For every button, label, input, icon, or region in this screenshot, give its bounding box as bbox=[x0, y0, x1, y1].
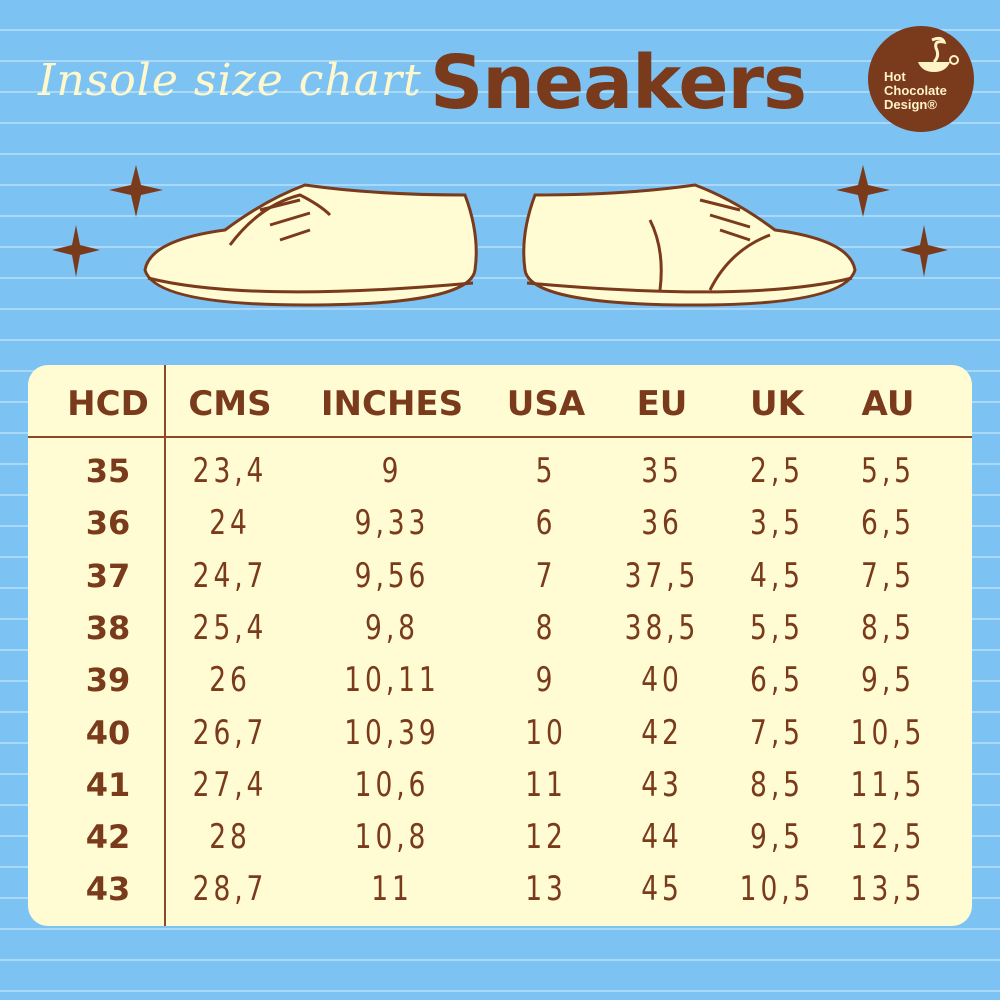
table-cell: 10,8 bbox=[354, 817, 430, 858]
table-cell: 23,4 bbox=[192, 451, 268, 491]
table-cell: 9 bbox=[535, 660, 557, 701]
table-cell: 6,5 bbox=[750, 660, 804, 701]
hcd-size: 42 bbox=[85, 818, 131, 857]
table-cell: 8,5 bbox=[750, 764, 804, 805]
illustration bbox=[52, 165, 948, 307]
table-cell: 13,5 bbox=[850, 869, 926, 910]
table-cell: 12 bbox=[525, 817, 567, 858]
table-cell: 24 bbox=[209, 503, 251, 544]
hcd-size: 39 bbox=[85, 661, 131, 700]
table-cell: 2,5 bbox=[750, 451, 804, 491]
table-cell: 5 bbox=[535, 451, 557, 491]
table-cell: 10,5 bbox=[850, 712, 926, 753]
table-cell: 13 bbox=[525, 869, 567, 910]
table-cell: 7,5 bbox=[861, 555, 915, 596]
column-header: CMS bbox=[188, 384, 272, 424]
column-header: USA bbox=[506, 384, 586, 424]
brand-logo: Hot Chocolate Design® bbox=[868, 26, 974, 132]
star-icon bbox=[900, 225, 948, 277]
left-sneaker-illustration bbox=[143, 183, 478, 307]
main-title: Sneakers bbox=[430, 40, 807, 126]
table-cell: 10 bbox=[525, 712, 567, 753]
star-icon bbox=[52, 225, 100, 277]
table-cell: 35 bbox=[641, 451, 683, 491]
table-cell: 6 bbox=[535, 503, 557, 544]
table-cell: 37,5 bbox=[624, 555, 700, 596]
column-header: AU bbox=[861, 384, 915, 424]
table-cell: 8,5 bbox=[861, 607, 915, 648]
table-cell: 44 bbox=[641, 817, 683, 858]
table-cell: 40 bbox=[641, 660, 683, 701]
table-cell: 5,5 bbox=[750, 607, 804, 648]
table-cell: 10,11 bbox=[344, 660, 440, 701]
table-cell: 9,8 bbox=[365, 607, 419, 648]
table-cell: 11,5 bbox=[850, 764, 926, 805]
table-cell: 6,5 bbox=[861, 503, 915, 544]
table-cell: 26 bbox=[209, 660, 251, 701]
coffee-cup-logo-icon bbox=[918, 36, 959, 72]
table-cell: 7 bbox=[535, 555, 557, 596]
hcd-size: 36 bbox=[85, 504, 131, 543]
table-cell: 36 bbox=[641, 503, 683, 544]
header-divider bbox=[28, 436, 972, 438]
table-cell: 4,5 bbox=[750, 555, 804, 596]
table-cell: 43 bbox=[641, 764, 683, 805]
hcd-size: 35 bbox=[85, 452, 131, 490]
hcd-size: 38 bbox=[85, 608, 131, 647]
table-cell: 10,5 bbox=[739, 869, 815, 910]
table-cell: 7,5 bbox=[750, 712, 804, 753]
hcd-size: 41 bbox=[85, 765, 131, 804]
star-icon bbox=[836, 165, 890, 217]
hcd-size: 43 bbox=[85, 870, 131, 909]
table-cell: 9 bbox=[381, 451, 403, 491]
logo-line: Chocolate bbox=[884, 83, 947, 98]
size-table bbox=[28, 365, 972, 926]
hcd-size: 37 bbox=[85, 556, 131, 595]
table-cell: 28 bbox=[209, 817, 251, 858]
star-icon bbox=[109, 165, 163, 217]
column-header: UK bbox=[750, 384, 804, 424]
table-cell: 5,5 bbox=[861, 451, 915, 491]
table-cell: 9,5 bbox=[861, 660, 915, 701]
table-cell: 45 bbox=[641, 869, 683, 910]
table-cell: 9,33 bbox=[354, 503, 430, 544]
table-cell: 3,5 bbox=[750, 503, 804, 544]
table-cell: 25,4 bbox=[192, 607, 268, 648]
table-cell: 10,39 bbox=[344, 712, 440, 753]
table-cell: 28,7 bbox=[192, 869, 268, 910]
logo-line: Hot bbox=[884, 69, 906, 84]
hcd-size: 40 bbox=[85, 713, 131, 752]
table-cell: 42 bbox=[641, 712, 683, 753]
table-cell: 24,7 bbox=[192, 555, 268, 596]
script-title: Insole size chart bbox=[38, 55, 422, 106]
table-cell: 8 bbox=[535, 607, 557, 648]
right-sneaker-illustration bbox=[522, 183, 857, 307]
logo-line: Design® bbox=[884, 97, 937, 112]
column-header: HCD bbox=[67, 384, 149, 424]
table-cell: 9,56 bbox=[354, 555, 430, 596]
table-cell: 11 bbox=[371, 869, 413, 910]
table-cell: 27,4 bbox=[192, 764, 268, 805]
table-cell: 38,5 bbox=[624, 607, 700, 648]
table-cell: 12,5 bbox=[850, 817, 926, 858]
column-divider bbox=[164, 365, 166, 926]
table-cell: 9,5 bbox=[750, 817, 804, 858]
table-cell: 26,7 bbox=[192, 712, 268, 753]
column-header: EU bbox=[636, 384, 688, 424]
table-cell: 10,6 bbox=[354, 764, 430, 805]
table-cell: 11 bbox=[525, 764, 567, 805]
column-header: INCHES bbox=[320, 384, 464, 424]
